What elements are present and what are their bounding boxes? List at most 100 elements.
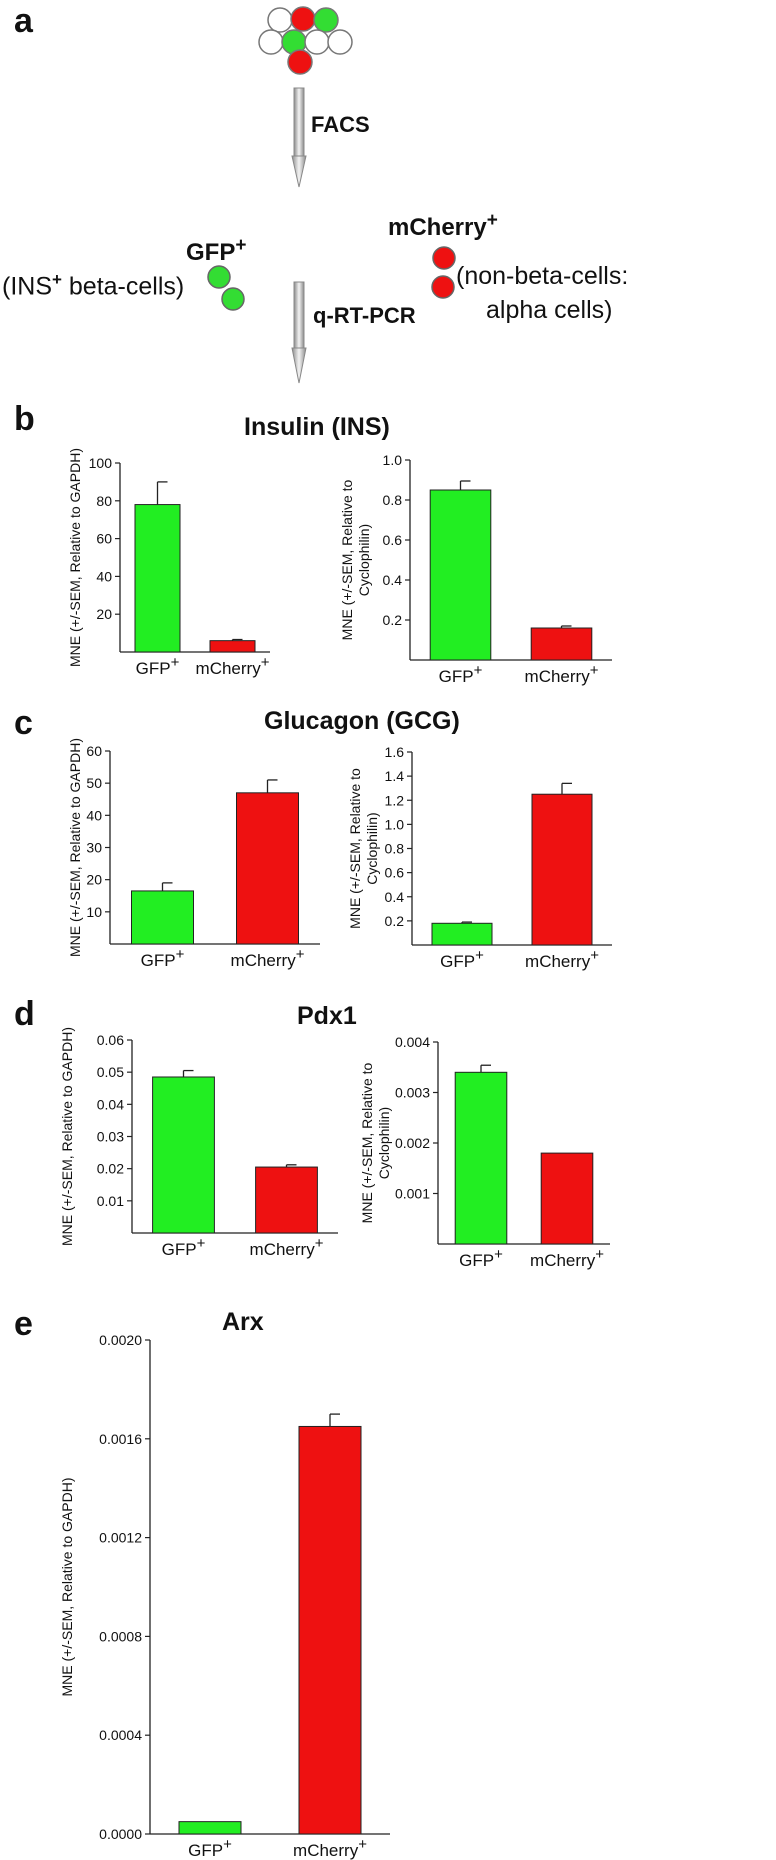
mcherry-cell — [432, 246, 456, 270]
panel-d-title: Pdx1 — [297, 1002, 357, 1030]
y-tick-label: 100 — [89, 455, 113, 471]
y-axis-label-line1: MNE (+/-SEM, Relative to — [347, 768, 363, 929]
mcherry-description-line1: (non-beta-cells: — [456, 262, 629, 290]
gfp-cell — [221, 287, 245, 311]
y-tick-label: 0.4 — [385, 889, 405, 905]
y-tick-label: 0.03 — [97, 1129, 124, 1145]
panel-a-letter: a — [14, 2, 33, 40]
y-tick-label: 0.003 — [395, 1085, 430, 1101]
bar-mcherry — [531, 793, 593, 946]
x-tick-label: mCherry+ — [525, 947, 599, 971]
y-tick-label: 0.002 — [395, 1135, 430, 1151]
x-tick-label: mCherry+ — [250, 1235, 324, 1259]
x-tick-label: GFP+ — [188, 1836, 232, 1860]
bar-mcherry — [298, 1425, 362, 1835]
x-tick-label: mCherry+ — [530, 1246, 604, 1270]
gfp-cell — [207, 265, 231, 289]
cell-gfp — [313, 7, 339, 33]
mcherry-label: mCherry+ — [388, 210, 498, 241]
y-tick-label: 0.0004 — [99, 1727, 142, 1743]
y-tick-label: 0.04 — [97, 1096, 124, 1112]
y-tick-label: 0.02 — [97, 1161, 124, 1177]
y-tick-label: 30 — [86, 840, 102, 856]
y-axis-label: MNE (+/-SEM, Relative to GAPDH) — [67, 738, 83, 957]
y-tick-label: 0.2 — [383, 612, 403, 628]
qpcr-label: q-RT-PCR — [313, 303, 416, 328]
x-tick-label: GFP+ — [459, 1246, 503, 1270]
bar-gfp — [454, 1071, 508, 1245]
y-tick-label: 0.0020 — [99, 1332, 142, 1348]
y-tick-label: 20 — [86, 872, 102, 888]
x-tick-label: GFP+ — [162, 1235, 206, 1259]
y-tick-label: 20 — [96, 606, 112, 622]
y-tick-label: 40 — [96, 568, 112, 584]
x-tick-label: GFP+ — [439, 662, 483, 686]
y-tick-label: 1.2 — [385, 792, 405, 808]
y-tick-label: 60 — [96, 531, 112, 547]
facs-label: FACS — [311, 112, 370, 137]
y-tick-label: 0.06 — [97, 1032, 124, 1048]
y-tick-label: 1.6 — [385, 744, 405, 760]
bar-gfp — [134, 504, 181, 653]
y-tick-label: 1.4 — [385, 768, 405, 784]
y-axis-label: MNE (+/-SEM, Relative to GAPDH) — [67, 448, 83, 667]
panel-b-title: Insulin (INS) — [244, 413, 390, 441]
y-tick-label: 0.004 — [395, 1034, 430, 1050]
panel-a-diagram — [207, 6, 456, 384]
cell-mcherry — [287, 49, 313, 75]
panel-d-letter: d — [14, 995, 35, 1033]
y-axis-label-line2: Cyclophilin) — [364, 812, 380, 884]
bar-mcherry — [236, 792, 299, 945]
y-axis-label-line1: MNE (+/-SEM, Relative to — [339, 479, 355, 640]
bar-mcherry — [540, 1152, 594, 1245]
y-tick-label: 0.2 — [385, 913, 405, 929]
y-tick-label: 0.0008 — [99, 1628, 142, 1644]
y-tick-label: 0.001 — [395, 1186, 430, 1202]
y-tick-label: 10 — [86, 904, 102, 920]
y-tick-label: 0.0016 — [99, 1431, 142, 1447]
y-tick-label: 0.4 — [383, 572, 403, 588]
y-tick-label: 0.6 — [383, 532, 403, 548]
y-tick-label: 0.01 — [97, 1193, 124, 1209]
qpcr-arrow — [291, 281, 307, 384]
panel-c-title: Glucagon (GCG) — [264, 707, 460, 735]
y-tick-label: 1.0 — [385, 816, 405, 832]
y-axis-label-line2: Cyclophilin) — [376, 1107, 392, 1179]
y-tick-label: 1.0 — [383, 452, 403, 468]
x-tick-label: mCherry+ — [196, 654, 270, 678]
y-axis-label-line1: MNE (+/-SEM, Relative to — [359, 1062, 375, 1223]
facs-arrow — [291, 87, 307, 188]
bar-gfp — [429, 489, 492, 661]
y-tick-label: 40 — [86, 807, 102, 823]
bar-gfp — [131, 890, 194, 945]
gfp-label: GFP+ — [186, 235, 247, 266]
y-axis-label: MNE (+/-SEM, Relative to GAPDH) — [59, 1027, 75, 1246]
x-tick-label: mCherry+ — [525, 662, 599, 686]
mcherry-description-line2: alpha cells) — [486, 296, 613, 324]
y-tick-label: 0.0000 — [99, 1826, 142, 1842]
bar-gfp — [178, 1821, 242, 1835]
x-tick-label: mCherry+ — [293, 1836, 367, 1860]
x-tick-label: GFP+ — [136, 654, 180, 678]
panel-b-letter: b — [14, 400, 35, 438]
y-tick-label: 0.8 — [385, 841, 405, 857]
panel-e-title: Arx — [222, 1308, 264, 1336]
y-tick-label: 60 — [86, 743, 102, 759]
bar-mcherry — [255, 1166, 318, 1234]
panel-e-letter: e — [14, 1305, 33, 1343]
mcherry-cell — [431, 275, 455, 299]
y-tick-label: 0.8 — [383, 492, 403, 508]
x-tick-label: GFP+ — [440, 947, 484, 971]
cell-empty — [327, 29, 353, 55]
x-tick-label: mCherry+ — [231, 946, 305, 970]
bar-gfp — [152, 1076, 215, 1234]
y-axis-label-line2: Cyclophilin) — [356, 524, 372, 596]
y-tick-label: 0.0012 — [99, 1530, 142, 1546]
